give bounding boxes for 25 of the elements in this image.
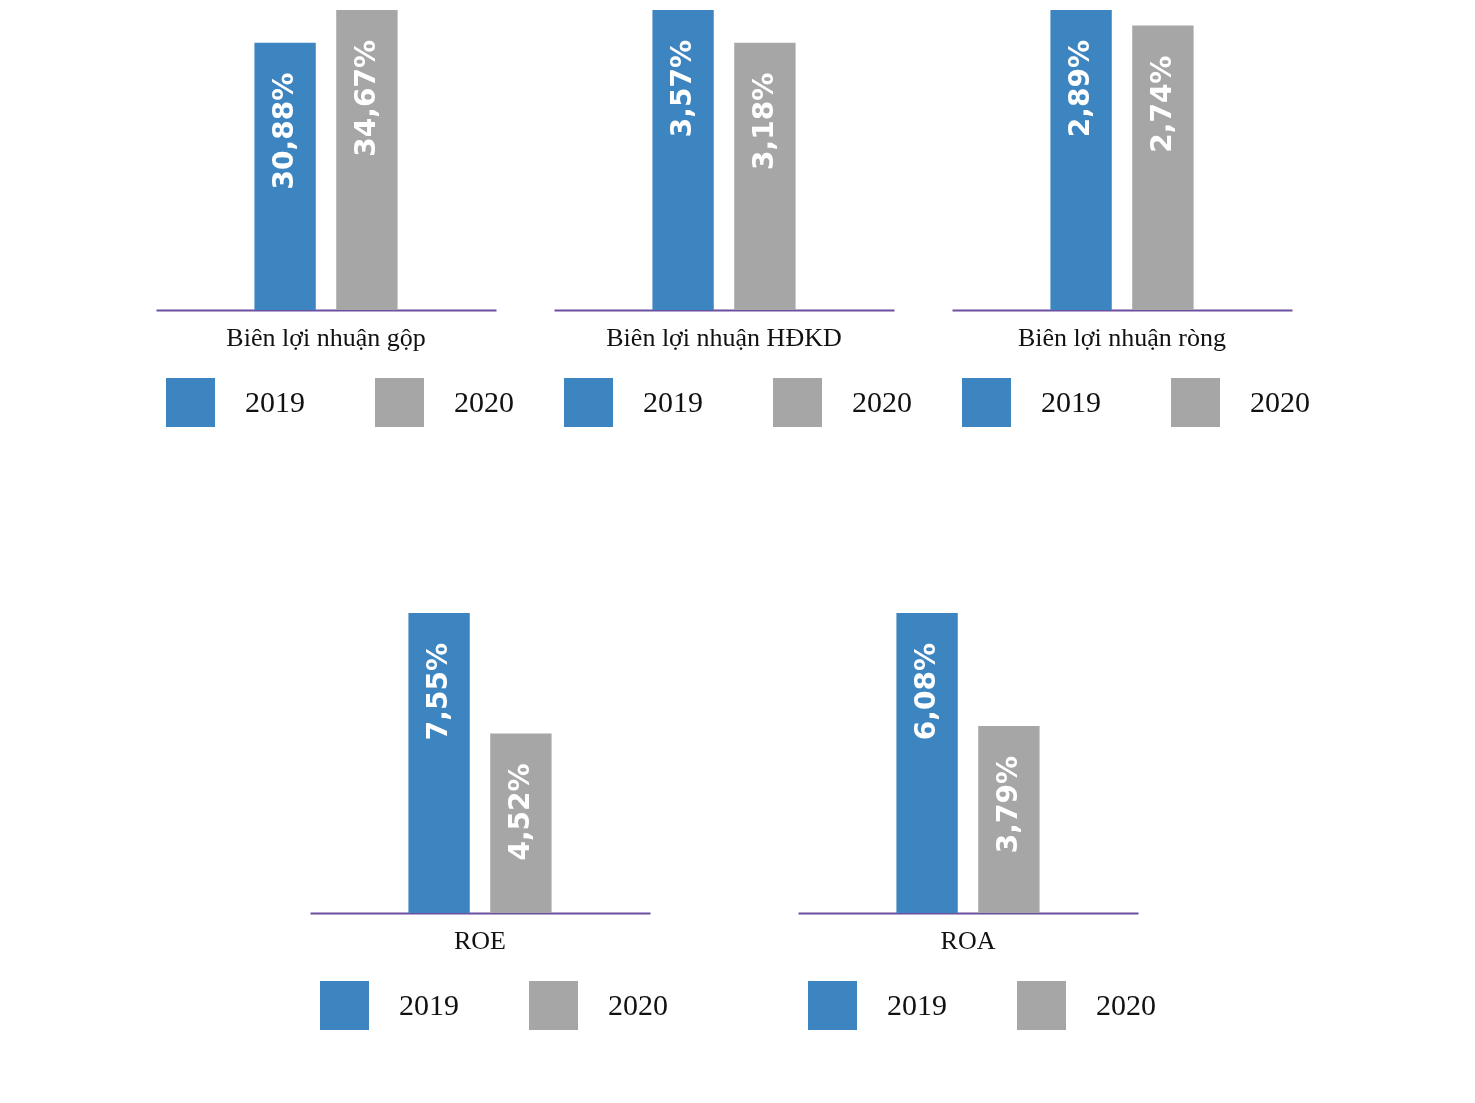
legend-label: 2019 — [642, 384, 703, 418]
data-label: 30,88% — [266, 72, 300, 190]
x-tick-label: Biên lợi nhuận HĐKD — [605, 322, 842, 352]
legend-label: 2019 — [1040, 384, 1101, 418]
legend-label: 2019 — [244, 384, 305, 418]
data-label: 6,08% — [908, 643, 942, 741]
data-label: 3,79% — [990, 755, 1024, 854]
data-label: 2,74% — [1144, 55, 1178, 153]
x-tick-label: ROA — [940, 925, 996, 955]
x-tick-label: Biên lợi nhuận ròng — [1017, 322, 1226, 352]
data-label: 7,55% — [420, 643, 454, 741]
legend-label: 2020 — [607, 987, 668, 1021]
data-label: 2,89% — [1062, 40, 1096, 138]
legend-label: 2020 — [851, 384, 912, 418]
legend-label: 2019 — [398, 987, 459, 1021]
data-label: 3,18% — [746, 72, 780, 170]
data-label: 3,57% — [664, 40, 698, 138]
legend-label: 2019 — [886, 987, 947, 1021]
data-label: 4,52% — [502, 763, 536, 861]
legend-label: 2020 — [1095, 987, 1156, 1021]
x-tick-label: Biên lợi nhuận gộp — [225, 322, 426, 352]
legend-label: 2020 — [1249, 384, 1310, 418]
legend-label: 2020 — [453, 384, 514, 418]
data-label: 34,67% — [348, 40, 382, 157]
x-tick-label: ROE — [453, 925, 506, 955]
